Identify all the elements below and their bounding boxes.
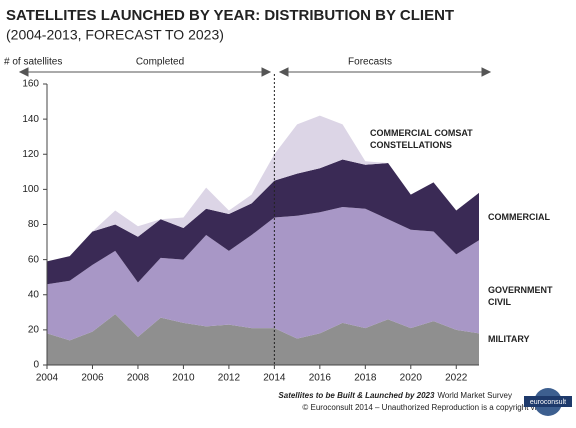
series-label: COMMERCIAL COMSAT CONSTELLATIONS: [370, 128, 473, 150]
y-tick-label: 120: [22, 149, 39, 160]
y-tick-label: 100: [22, 184, 39, 195]
footer-source-title: Satellites to be Built & Launched by 202…: [278, 391, 435, 400]
period-arrows: [18, 67, 492, 77]
area: [47, 115, 479, 262]
period-label: Forecasts: [348, 57, 392, 68]
area: [47, 159, 479, 285]
logo-text: euroconsult: [530, 399, 566, 406]
y-tick-label: 60: [28, 254, 40, 265]
x-tick-label: 2014: [263, 373, 286, 384]
x-tick-label: 2008: [127, 373, 150, 384]
y-tick-label: 20: [28, 325, 40, 336]
x-tick-label: 2010: [172, 373, 195, 384]
title: SATELLITES LAUNCHED BY YEAR: DISTRIBUTIO…: [6, 7, 454, 24]
area: [47, 206, 479, 341]
footer-copyright: © Euroconsult 2014 – Unauthorized Reprod…: [302, 403, 560, 412]
y-tick-label: 80: [28, 219, 40, 230]
x-tick-label: 2020: [400, 373, 423, 384]
areas: [47, 115, 479, 365]
logo-band: [524, 396, 572, 407]
x-tick-label: 2018: [354, 373, 377, 384]
series-label: GOVERNMENT CIVIL: [488, 285, 553, 307]
y-tick-label: 160: [22, 79, 39, 90]
subtitle: (2004-2013, FORECAST TO 2023): [6, 27, 224, 43]
y-tick-label: 140: [22, 114, 39, 125]
area: [47, 314, 479, 365]
series-label: COMMERCIAL: [488, 212, 550, 222]
x-tick-label: 2006: [81, 373, 104, 384]
footer-source: World Market Survey: [437, 391, 512, 400]
y-tick-label: 40: [28, 289, 40, 300]
x-tick-label: 2016: [309, 373, 332, 384]
y-tick-label: 0: [33, 360, 39, 371]
x-tick-label: 2022: [445, 373, 468, 384]
y-axis-label: # of satellites: [4, 57, 62, 68]
period-label: Completed: [136, 57, 184, 68]
series-label: MILITARY: [488, 334, 530, 344]
x-tick-label: 2004: [36, 373, 59, 384]
x-tick-label: 2012: [218, 373, 241, 384]
